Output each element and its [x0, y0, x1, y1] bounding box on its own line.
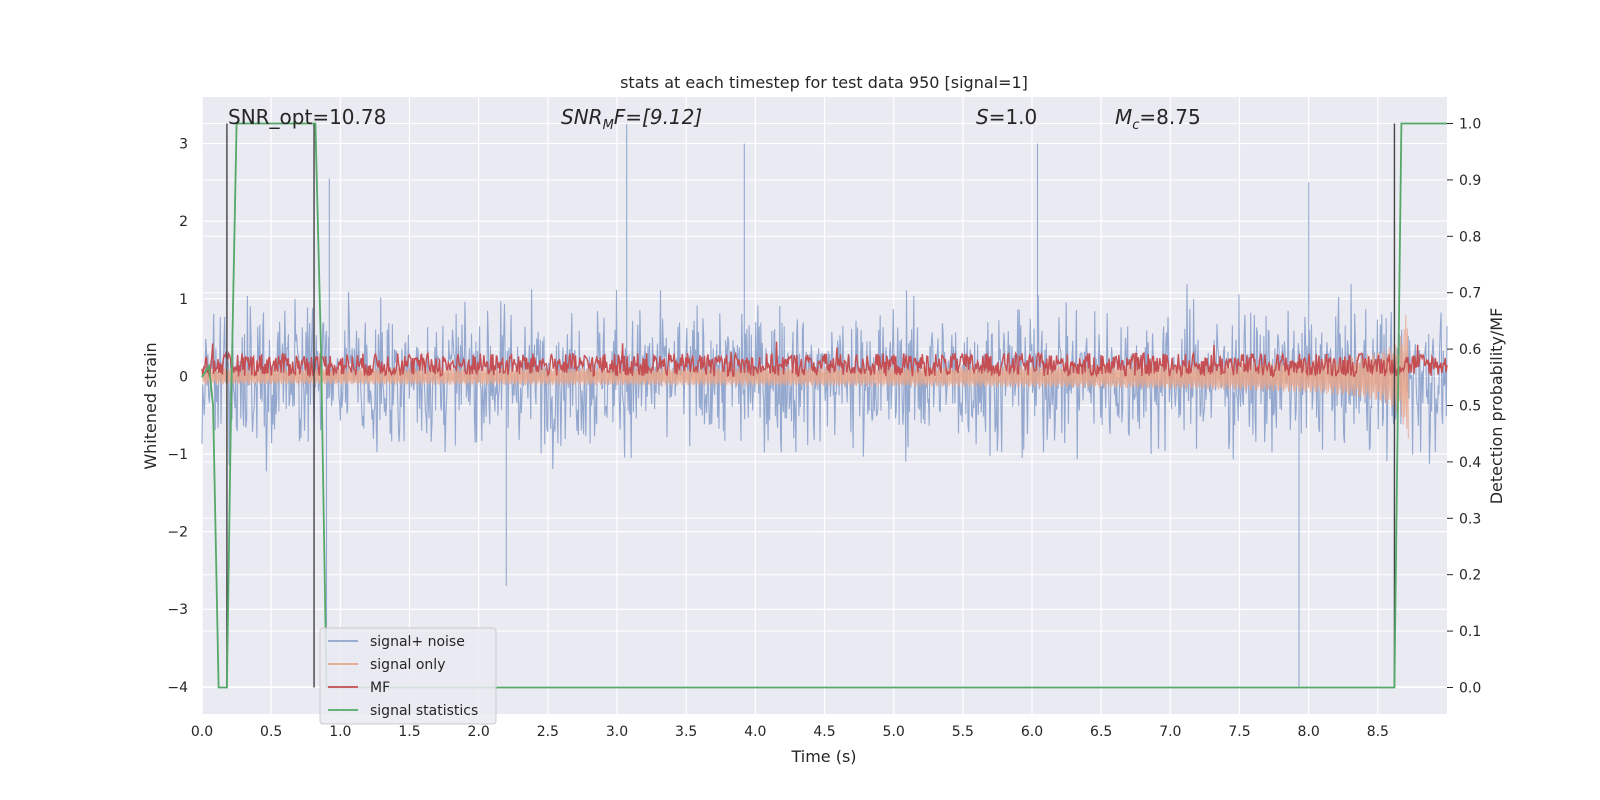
y2-tick-label: 0.7 — [1459, 286, 1481, 302]
y-tick-label: −1 — [167, 447, 188, 463]
legend-label-signal-statistics: signal statistics — [370, 703, 478, 719]
snr-mf-sub: M — [603, 118, 614, 133]
x-tick-label: 0.0 — [191, 724, 213, 740]
detection-markers — [226, 123, 1396, 688]
y2-tick-label: 0.3 — [1459, 511, 1481, 527]
x-tick-label: 0.5 — [260, 724, 282, 740]
legend-box — [319, 627, 497, 725]
y2-tick-label: 1.0 — [1459, 117, 1481, 133]
s-base: S — [976, 105, 989, 129]
x-tick-label: 2.5 — [537, 724, 559, 740]
mc-sub: c — [1132, 118, 1139, 133]
mc-rest: =8.75 — [1139, 105, 1200, 129]
y-tick-label: 2 — [179, 214, 188, 230]
chart-title: stats at each timestep for test data 950… — [620, 73, 1028, 92]
y2-tick-label: 0.5 — [1459, 399, 1481, 415]
signal-only-line — [201, 314, 1409, 439]
legend-label-signal-plus-noise: signal+ noise — [370, 634, 465, 650]
y2-tick-label: 0.4 — [1459, 455, 1481, 471]
mc-base: M — [1115, 105, 1132, 129]
mf-line — [201, 341, 1448, 379]
x-axis-ticks: 0.0 0.5 1.0 1.5 2.0 2.5 3.0 3.5 4.0 4.5 5.0 5.5 6.0 6… — [191, 724, 1389, 740]
y2-tick-label: 0.1 — [1459, 624, 1481, 640]
x-tick-label: 8.0 — [1298, 724, 1320, 740]
y2-tick-label: 0.2 — [1459, 568, 1481, 584]
x-tick-label: 2.0 — [468, 724, 490, 740]
s-annotation: S=1.0 — [976, 105, 1037, 129]
x-tick-label: 5.5 — [952, 724, 974, 740]
legend: signal+ noise signal only MF signal stat… — [319, 627, 497, 725]
snr-opt-annotation: SNR_opt=10.78 — [228, 105, 386, 129]
signal-statistics-line — [201, 122, 1447, 689]
x-tick-label: 8.5 — [1367, 724, 1389, 740]
x-tick-label: 3.0 — [606, 724, 628, 740]
x-tick-label: 7.0 — [1159, 724, 1181, 740]
series-signal-only — [201, 314, 1409, 439]
y2-tick-label: 0.0 — [1459, 680, 1481, 696]
series-signal-statistics — [201, 122, 1447, 689]
x-tick-label: 1.0 — [329, 724, 351, 740]
s-rest: =1.0 — [989, 105, 1038, 129]
y-tick-label: 3 — [179, 137, 188, 153]
y2-axis-ticks: 1.0 0.9 0.8 0.7 0.6 0.5 0.4 0.3 0.2 0.1 0.0 — [1447, 117, 1481, 696]
y2-tick-label: 0.6 — [1459, 342, 1481, 358]
x-axis-label: Time (s) — [790, 747, 856, 766]
y2-tick-label: 0.8 — [1459, 229, 1481, 245]
y-tick-label: 1 — [179, 292, 188, 308]
y-tick-label: 0 — [179, 369, 188, 385]
y2-tick-label: 0.9 — [1459, 173, 1481, 189]
snr-mf-base: SNR — [561, 105, 603, 129]
y-tick-label: −3 — [167, 602, 188, 618]
snr-mf-rest: F=[9.12] — [614, 105, 702, 129]
legend-label-signal-only: signal only — [370, 657, 445, 673]
x-tick-label: 7.5 — [1228, 724, 1250, 740]
x-tick-label: 3.5 — [675, 724, 697, 740]
mc-annotation: Mc=8.75 — [1115, 105, 1201, 133]
y-axis-ticks: 3 2 1 0 −1 −2 −3 −4 — [167, 137, 188, 696]
x-tick-label: 6.5 — [1090, 724, 1112, 740]
y-tick-label: −4 — [167, 680, 188, 696]
y-axis-label: Whitened strain — [141, 342, 160, 469]
y-tick-label: −2 — [167, 525, 188, 541]
x-tick-label: 5.0 — [883, 724, 905, 740]
series-mf — [201, 341, 1448, 379]
x-tick-label: 6.0 — [1021, 724, 1043, 740]
x-tick-label: 1.5 — [398, 724, 420, 740]
x-tick-label: 4.0 — [744, 724, 766, 740]
y2-axis-label: Detection probability/MF — [1487, 308, 1506, 505]
snr-mf-annotation: SNRMF=[9.12] — [561, 105, 702, 133]
x-tick-label: 4.5 — [813, 724, 835, 740]
legend-label-mf: MF — [370, 680, 390, 696]
